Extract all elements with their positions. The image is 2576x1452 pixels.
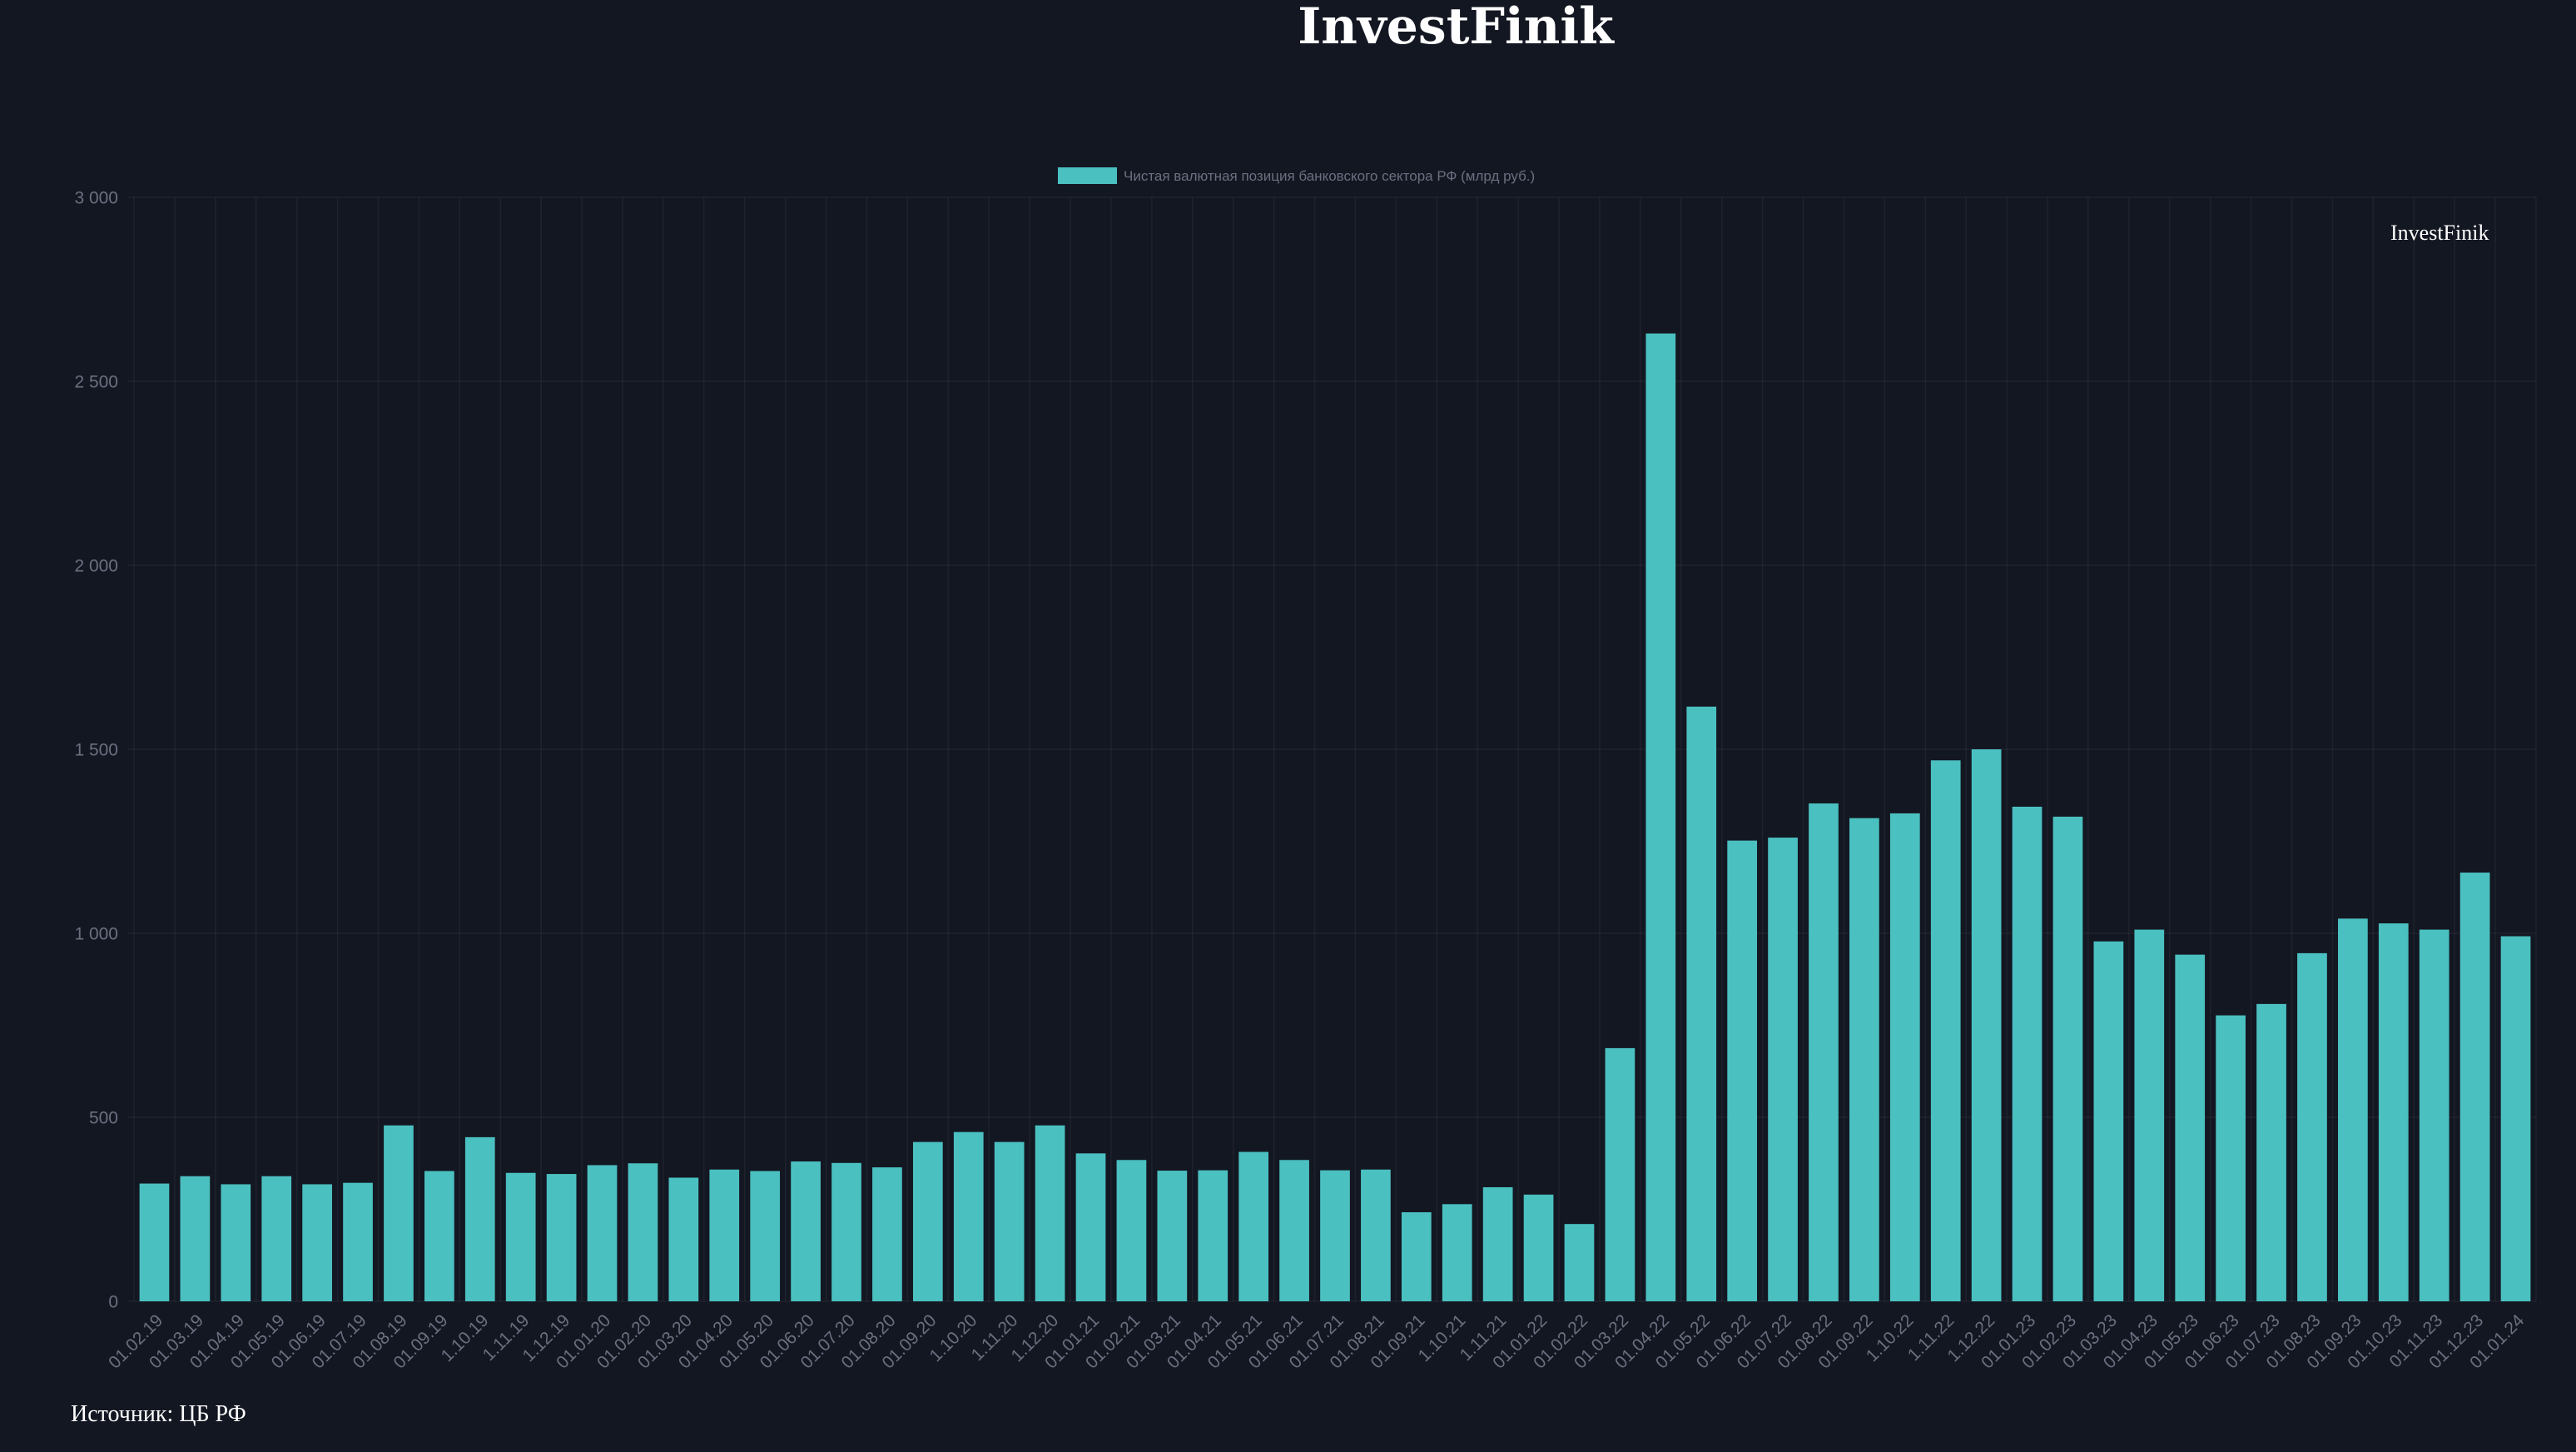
bar (1442, 1204, 1472, 1301)
bar (2378, 923, 2409, 1301)
legend-item[interactable]: Чистая валютная позиция банковского сект… (1058, 167, 1535, 184)
bar (2052, 816, 2083, 1301)
bar (2175, 954, 2206, 1301)
bar (912, 1141, 943, 1301)
bar (1849, 818, 1879, 1301)
bar (1564, 1224, 1595, 1301)
bar (2500, 936, 2531, 1301)
legend-swatch (1058, 167, 1117, 184)
bar (546, 1174, 577, 1301)
bar (1482, 1186, 1513, 1301)
source-note: Источник: ЦБ РФ (71, 1401, 246, 1427)
bar (1971, 749, 2002, 1301)
legend: Чистая валютная позиция банковского сект… (1058, 167, 1535, 184)
bar (1238, 1151, 1269, 1301)
legend-label: Чистая валютная позиция банковского сект… (1124, 168, 1535, 184)
bar (1075, 1153, 1106, 1301)
bars (139, 333, 2531, 1301)
y-tick-label: 0 (108, 1292, 118, 1311)
bar (1809, 803, 1839, 1301)
bar (1930, 760, 1961, 1301)
bar (1727, 840, 1758, 1301)
bar (668, 1177, 699, 1301)
bar (505, 1172, 536, 1301)
y-tick-label: 2 000 (74, 556, 118, 575)
y-tick-label: 1 500 (74, 740, 118, 759)
y-tick-label: 1 000 (74, 924, 118, 943)
chart-title: InvestFinik (1298, 0, 1615, 56)
bar (384, 1125, 414, 1301)
bar (180, 1176, 211, 1301)
bar (1361, 1169, 1391, 1301)
y-axis: 0 500 1 000 1 500 2 000 2 500 3 000 (74, 188, 118, 1311)
bar (343, 1182, 373, 1301)
bar (2012, 806, 2042, 1301)
bar (791, 1161, 821, 1301)
bar (953, 1131, 984, 1301)
bar (1686, 706, 1717, 1301)
bar (2256, 1003, 2286, 1301)
bar (872, 1167, 902, 1301)
bar (1401, 1212, 1432, 1301)
bar (424, 1171, 454, 1301)
bar (750, 1171, 781, 1301)
bar (1320, 1170, 1350, 1301)
bar (1157, 1171, 1188, 1301)
bar (709, 1169, 740, 1301)
bar (139, 1183, 170, 1301)
grid-lines (127, 196, 2537, 1302)
bar (1198, 1170, 1228, 1301)
bar (1889, 813, 1920, 1301)
bar (2419, 929, 2449, 1301)
bar (2093, 941, 2124, 1301)
bar (302, 1184, 332, 1301)
bar (2134, 929, 2165, 1301)
bar (1035, 1125, 1065, 1301)
y-tick-label: 2 500 (74, 372, 118, 391)
bar (2297, 952, 2327, 1301)
bar (587, 1165, 618, 1301)
watermark: InvestFinik (2390, 221, 2489, 245)
bar (628, 1163, 658, 1301)
y-tick-label: 3 000 (74, 188, 118, 207)
y-tick-label: 500 (89, 1108, 118, 1127)
bar (831, 1162, 861, 1301)
bar (464, 1136, 495, 1301)
bar (1116, 1160, 1147, 1301)
bar (1523, 1194, 1554, 1301)
bar (221, 1184, 251, 1301)
bar (2338, 918, 2368, 1301)
bar (261, 1176, 292, 1301)
bar (1768, 838, 1798, 1301)
bar (1279, 1160, 1309, 1301)
bar (1645, 333, 1676, 1301)
bar (2459, 873, 2490, 1301)
bar (1605, 1047, 1635, 1301)
bar (2216, 1015, 2246, 1301)
bar (994, 1141, 1025, 1301)
